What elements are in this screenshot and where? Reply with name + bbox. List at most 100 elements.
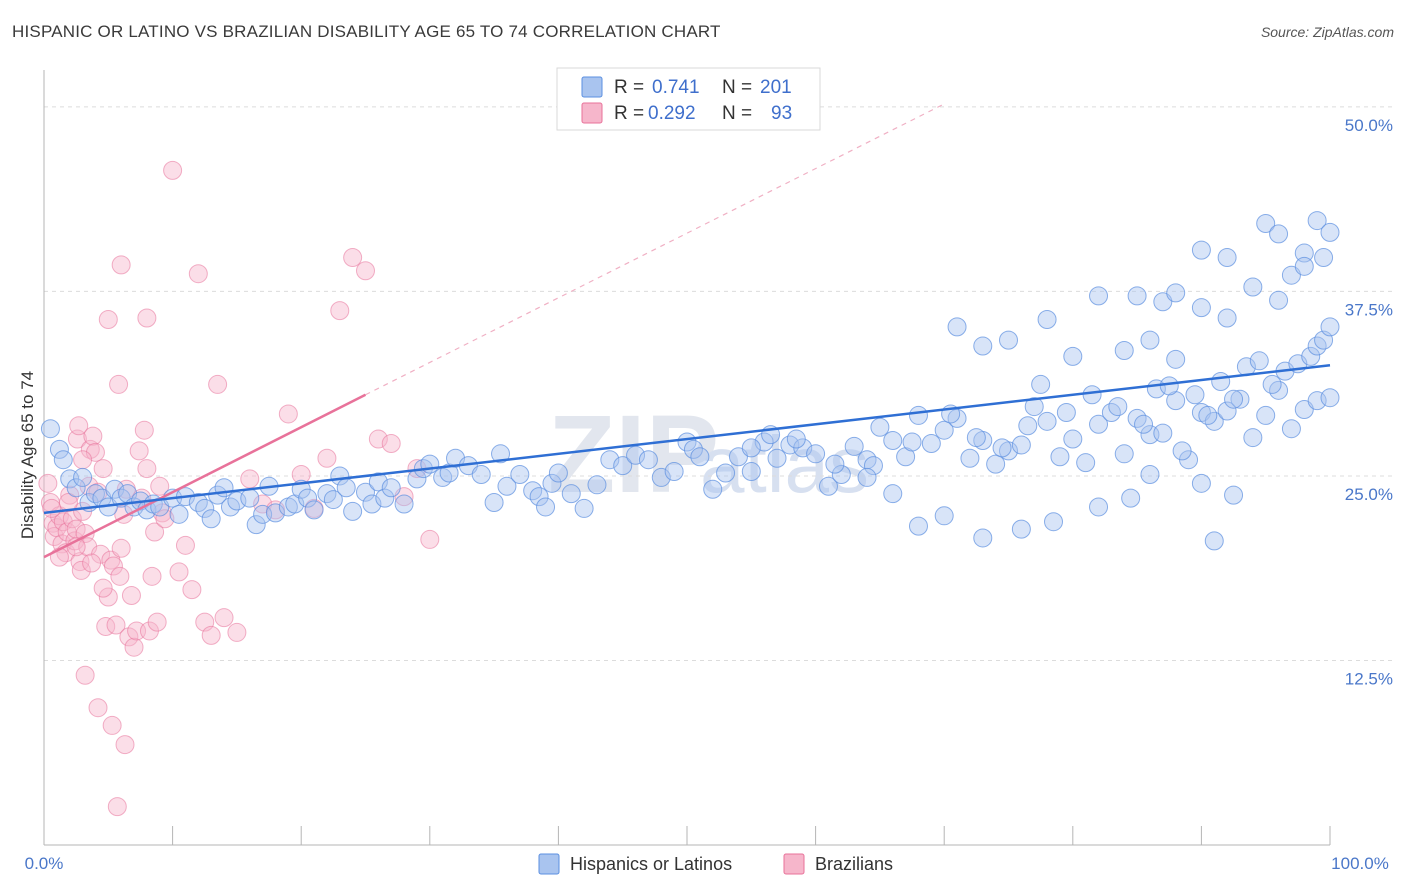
hispanics-point bbox=[870, 417, 890, 437]
hispanics-point bbox=[471, 464, 491, 484]
brazilians-point bbox=[356, 261, 375, 281]
hispanics-point bbox=[1307, 211, 1327, 231]
brazilians-point bbox=[368, 429, 388, 449]
brazilians-point bbox=[420, 529, 440, 549]
brazilians-point bbox=[150, 476, 170, 496]
hispanics-point bbox=[510, 464, 530, 484]
brazilians-point bbox=[38, 473, 58, 493]
brazilians-point bbox=[142, 566, 162, 586]
y-tick-label: 12.5% bbox=[1345, 669, 1393, 688]
hispanics-point bbox=[1217, 247, 1237, 267]
hispanics-point bbox=[1262, 374, 1282, 394]
hispanics-point bbox=[1217, 308, 1237, 328]
hispanics-point bbox=[1114, 444, 1134, 464]
hispanics-point bbox=[741, 438, 761, 458]
hispanics-point bbox=[1063, 346, 1083, 366]
hispanics-point bbox=[999, 330, 1018, 350]
hispanics-point bbox=[844, 436, 864, 456]
brazilians-point bbox=[98, 309, 118, 329]
hispanics-point bbox=[536, 497, 556, 517]
hispanics-point bbox=[1314, 247, 1334, 267]
brazilians-point bbox=[137, 459, 157, 479]
hispanics-point bbox=[49, 439, 69, 459]
brazilians-point bbox=[111, 255, 131, 275]
legend-swatch-blue bbox=[581, 76, 603, 98]
hispanics-point bbox=[548, 463, 568, 483]
hispanics-point bbox=[529, 487, 549, 507]
hispanics-point bbox=[883, 484, 903, 504]
y-tick-label: 37.5% bbox=[1345, 300, 1393, 319]
hispanics-point bbox=[1243, 428, 1263, 448]
brazilians-point bbox=[169, 562, 189, 582]
brazilians-point bbox=[110, 566, 130, 586]
hispanics-point bbox=[1230, 389, 1250, 409]
hispanics-point bbox=[1256, 405, 1276, 425]
hispanics-point bbox=[690, 447, 710, 467]
hispanics-point bbox=[491, 444, 511, 464]
brazilians-point bbox=[60, 485, 80, 505]
brazilians-point bbox=[102, 715, 122, 735]
brazilians-point bbox=[137, 308, 157, 328]
hispanics-point bbox=[1198, 405, 1218, 425]
brazilians-point bbox=[106, 615, 126, 635]
hispanics-point bbox=[227, 491, 247, 511]
hispanics-point bbox=[1301, 346, 1321, 366]
hispanics-point bbox=[1166, 349, 1186, 369]
hispanics-point bbox=[1217, 401, 1237, 421]
bottom-legend-swatch-brazilians bbox=[783, 853, 805, 875]
brazilians-point bbox=[155, 509, 175, 529]
hispanics-point bbox=[831, 464, 851, 484]
brazilians-point bbox=[121, 586, 141, 606]
legend-r-value-1: 0.741 bbox=[652, 77, 700, 98]
brazilians-point bbox=[240, 469, 260, 489]
x-ticks bbox=[43, 826, 1331, 845]
hispanics-point bbox=[1269, 224, 1289, 244]
hispanics-point bbox=[1211, 371, 1231, 391]
hispanics-point bbox=[741, 462, 761, 482]
hispanics-points bbox=[40, 211, 1340, 551]
brazilians-point bbox=[182, 580, 202, 600]
brazilians-point bbox=[73, 450, 93, 470]
hispanics-point bbox=[542, 473, 562, 493]
hispanics-point bbox=[362, 494, 382, 514]
hispanics-point bbox=[947, 317, 967, 337]
x-tick-label-min: 0.0% bbox=[25, 854, 64, 873]
brazilians-point bbox=[129, 441, 149, 461]
brazilians-point bbox=[109, 374, 129, 394]
brazilians-point bbox=[83, 426, 103, 446]
legend-r-label-2: R = bbox=[614, 103, 644, 124]
x-tick-label-max: 100.0% bbox=[1331, 854, 1389, 873]
hispanics-point bbox=[1307, 391, 1327, 411]
hispanics-point bbox=[323, 490, 343, 510]
hispanics-point bbox=[1269, 290, 1289, 310]
hispanics-point bbox=[703, 479, 723, 499]
brazilians-point bbox=[119, 627, 139, 647]
hispanics-point bbox=[1191, 298, 1211, 318]
hispanics-point bbox=[1089, 286, 1109, 306]
hispanics-point bbox=[343, 501, 363, 521]
hispanics-point bbox=[1114, 340, 1134, 360]
hispanics-point bbox=[1011, 435, 1031, 455]
hispanics-point bbox=[1037, 309, 1057, 329]
brazilians-point bbox=[330, 301, 350, 321]
hispanics-point bbox=[201, 509, 221, 529]
hispanics-point bbox=[484, 493, 504, 513]
hispanics-point bbox=[973, 528, 993, 548]
hispanics-point bbox=[304, 500, 324, 520]
y-tick-label: 25.0% bbox=[1345, 485, 1393, 504]
hispanics-point bbox=[683, 439, 703, 459]
brazilians-point bbox=[188, 264, 208, 284]
hispanics-point bbox=[664, 462, 684, 482]
brazilians-point bbox=[96, 617, 116, 637]
hispanics-point bbox=[574, 498, 594, 518]
correlation-legend: R = 0.741 N = 201 R = 0.292 N = 93 bbox=[556, 67, 821, 131]
hispanics-point bbox=[818, 476, 838, 496]
brazilians-point bbox=[201, 625, 221, 645]
hispanics-point bbox=[973, 336, 993, 356]
brazilians-point bbox=[147, 612, 167, 632]
hispanics-point bbox=[375, 488, 395, 508]
brazilians-point bbox=[42, 498, 62, 518]
brazilians-point bbox=[98, 587, 118, 607]
hispanics-point bbox=[1159, 376, 1179, 396]
